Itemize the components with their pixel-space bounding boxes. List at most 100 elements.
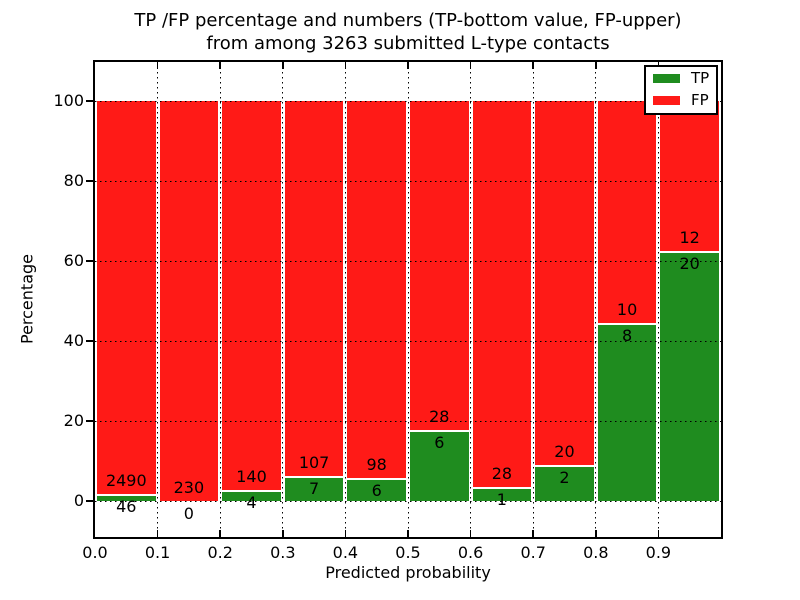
x-tick-mark-top [344, 62, 347, 69]
y-tick-mark [86, 500, 94, 502]
vertical-gridline [657, 62, 659, 537]
vertical-gridline [157, 62, 159, 537]
x-tick-label: 0.8 [583, 543, 609, 562]
bar-fp [222, 101, 281, 490]
fp-count-label: 107 [298, 453, 330, 473]
x-tick-label: 0.9 [645, 543, 672, 562]
bar-fp [410, 101, 469, 431]
y-tick-label: 80 [63, 171, 84, 190]
bar-fp [159, 101, 219, 501]
x-tick-label: 0.2 [207, 543, 233, 562]
horizontal-gridline [95, 180, 721, 182]
tp-count-label: 8 [622, 326, 633, 346]
fp-count-label: 28 [429, 407, 450, 427]
bar-tp [97, 493, 156, 501]
horizontal-gridline [95, 500, 721, 502]
x-tick-mark-top [595, 62, 597, 69]
fp-count-label: 140 [236, 466, 267, 486]
x-tick-mark-top [532, 62, 534, 69]
tp-count-label: 6 [434, 433, 445, 453]
tp-count-label: 46 [116, 496, 137, 516]
y-tick-label: 60 [63, 251, 84, 270]
legend: TP FP [644, 65, 718, 115]
y-tick-mark [86, 340, 94, 342]
x-tick-mark-bottom [469, 530, 472, 537]
x-axis-label: Predicted probability [325, 563, 491, 582]
fp-count-label: 10 [616, 300, 638, 320]
legend-label-fp: FP [691, 90, 709, 109]
x-tick-mark-top [219, 62, 221, 69]
x-tick-label: 0.0 [82, 543, 108, 562]
tp-count-label: 0 [183, 504, 194, 523]
y-tick-mark [86, 260, 94, 262]
bar-fp [472, 101, 532, 488]
vertical-gridline [407, 62, 409, 537]
tp-count-label: 4 [246, 492, 257, 512]
bar-tp [410, 430, 469, 501]
x-tick-mark-top [156, 62, 159, 69]
y-tick-mark [86, 420, 94, 422]
x-tick-mark-top [282, 62, 284, 69]
y-tick-label: 100 [53, 91, 84, 110]
legend-label-tp: TP [691, 68, 710, 87]
horizontal-gridline [95, 260, 721, 262]
bar-fp [535, 101, 594, 465]
horizontal-gridline [95, 340, 721, 342]
chart-title-line1: TP /FP percentage and numbers (TP-bottom… [134, 10, 682, 31]
vertical-gridline [470, 62, 472, 537]
x-tick-label: 0.1 [144, 543, 171, 562]
tp-swatch [653, 73, 680, 83]
y-tick-label: 20 [63, 411, 84, 430]
bar-fp [284, 101, 344, 477]
x-tick-label: 0.5 [395, 543, 421, 562]
x-tick-mark-bottom [595, 530, 597, 537]
bar-tp [660, 251, 719, 501]
vertical-gridline [532, 62, 534, 537]
x-tick-mark-bottom [282, 530, 284, 537]
plot-area: 2490 46 230 0 140 4 107 7 98 6 28 6 28 1 20 2 10 8 12 20 [93, 60, 723, 539]
x-tick-label: 0.7 [520, 543, 546, 562]
x-tick-mark-bottom [344, 530, 347, 537]
bar-tp [472, 487, 532, 501]
x-tick-mark-bottom [657, 530, 660, 537]
vertical-gridline [344, 62, 346, 537]
tp-count-label: 2 [559, 467, 570, 487]
fp-count-label: 20 [554, 441, 575, 461]
legend-entry-fp: FP [646, 89, 716, 111]
bar-tp [284, 476, 344, 501]
horizontal-gridline [95, 420, 721, 422]
vertical-gridline [595, 62, 597, 537]
x-tick-mark-bottom [407, 530, 409, 537]
bar-tp [347, 477, 406, 501]
tp-count-label: 6 [371, 480, 382, 500]
bar-fp [597, 101, 657, 324]
legend-entry-tp: TP [646, 67, 716, 89]
fp-count-label: 98 [366, 454, 387, 474]
horizontal-gridline [95, 100, 721, 102]
x-tick-mark-bottom [532, 530, 534, 537]
y-tick-mark [86, 100, 94, 102]
bar-fp [347, 101, 406, 478]
vertical-gridline [219, 62, 221, 537]
x-tick-label: 0.4 [332, 543, 359, 562]
chart-title-line2: from among 3263 submitted L-type contact… [206, 33, 610, 54]
tp-count-label: 7 [309, 479, 320, 499]
x-tick-mark-top [469, 62, 472, 69]
y-axis-label: Percentage [17, 253, 37, 345]
bar-fp [660, 101, 719, 251]
tp-count-label: 20 [679, 254, 700, 273]
fp-count-label: 12 [679, 228, 700, 247]
x-tick-mark-top [407, 62, 409, 69]
x-tick-label: 0.3 [270, 543, 296, 562]
bar-fp [97, 101, 156, 494]
fp-count-label: 28 [491, 464, 513, 484]
fp-count-label: 230 [173, 478, 205, 497]
vertical-gridline [282, 62, 284, 537]
y-tick-label: 0 [73, 491, 84, 510]
bar-tp [222, 489, 281, 501]
x-tick-label: 0.6 [457, 543, 484, 562]
fp-swatch [653, 95, 680, 105]
x-tick-mark-bottom [156, 530, 159, 537]
bar-tp [535, 464, 594, 501]
